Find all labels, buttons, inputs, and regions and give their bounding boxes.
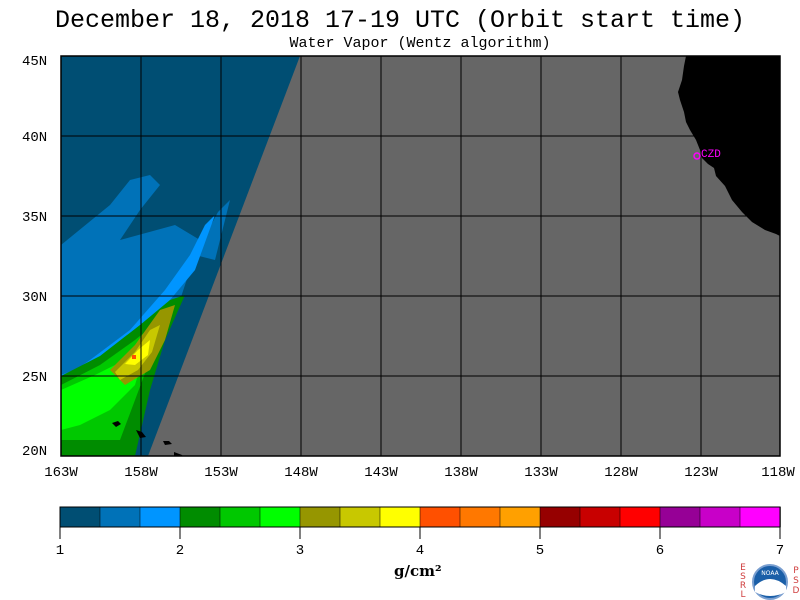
lon-label: 118W bbox=[761, 465, 795, 481]
esrl-letter: R bbox=[739, 581, 747, 591]
colorbar-tick-label: 6 bbox=[656, 543, 664, 559]
psd-letter: P bbox=[793, 566, 799, 576]
esrl-letters: E S R L bbox=[737, 564, 749, 600]
lat-label: 35N bbox=[22, 210, 47, 226]
colorbar bbox=[59, 506, 781, 528]
colorbar-segment bbox=[219, 506, 261, 528]
colorbar-segment bbox=[699, 506, 741, 528]
lat-label: 45N bbox=[22, 54, 47, 70]
lon-label: 153W bbox=[204, 465, 238, 481]
esrl-letter: L bbox=[740, 590, 746, 600]
noaa-logo: NOAA bbox=[752, 564, 788, 600]
colorbar-segment bbox=[179, 506, 221, 528]
vapor-swath-max bbox=[132, 355, 136, 359]
psd-letter: S bbox=[793, 576, 799, 586]
station-label: CZD bbox=[701, 149, 721, 161]
colorbar-segment bbox=[619, 506, 661, 528]
north-america-coast bbox=[678, 56, 780, 236]
colorbar-tick-label: 1 bbox=[56, 543, 64, 559]
colorbar-ticks: 1 2 3 4 5 6 7 bbox=[56, 527, 784, 559]
lon-label: 123W bbox=[684, 465, 718, 481]
colorbar-segment bbox=[259, 506, 301, 528]
lon-label: 148W bbox=[284, 465, 318, 481]
colorbar-segment bbox=[499, 506, 541, 528]
colorbar-segment bbox=[99, 506, 141, 528]
lat-label: 40N bbox=[22, 130, 47, 146]
vapor-swath-yellow bbox=[125, 340, 150, 365]
graticule bbox=[61, 56, 780, 456]
lon-label: 143W bbox=[364, 465, 398, 481]
map-subtitle: Water Vapor (Wentz algorithm) bbox=[289, 35, 551, 52]
map-title: December 18, 2018 17-19 UTC (Orbit start… bbox=[54, 6, 746, 35]
esrl-letter: E bbox=[740, 563, 746, 573]
colorbar-segment bbox=[379, 506, 421, 528]
lon-label: 138W bbox=[444, 465, 478, 481]
colorbar-segment bbox=[539, 506, 581, 528]
latitude-labels: 45N 40N 35N 30N 25N 20N bbox=[22, 54, 47, 460]
psd-letter: D bbox=[792, 586, 800, 596]
esrl-letter: S bbox=[740, 572, 746, 582]
station-marker bbox=[693, 152, 701, 160]
longitude-labels: 163W 158W 153W 148W 143W 138W 133W 128W … bbox=[44, 465, 795, 481]
colorbar-segment bbox=[659, 506, 701, 528]
psd-letters: P S D bbox=[791, 566, 800, 596]
colorbar-segment bbox=[59, 506, 101, 528]
colorbar-tick-label: 5 bbox=[536, 543, 544, 559]
hawaii-islands bbox=[112, 421, 183, 456]
colorbar-segment bbox=[139, 506, 181, 528]
colorbar-segment bbox=[299, 506, 341, 528]
colorbar-unit: g/cm² bbox=[394, 562, 442, 580]
lon-label: 133W bbox=[524, 465, 558, 481]
lat-label: 20N bbox=[22, 444, 47, 460]
colorbar-tick-label: 2 bbox=[176, 543, 184, 559]
colorbar-segment bbox=[419, 506, 461, 528]
lat-label: 30N bbox=[22, 290, 47, 306]
colorbar-segment bbox=[739, 506, 781, 528]
colorbar-tick-label: 7 bbox=[776, 543, 784, 559]
lon-label: 163W bbox=[44, 465, 78, 481]
colorbar-segment bbox=[579, 506, 621, 528]
noaa-logo-text: NOAA bbox=[761, 570, 779, 577]
lon-label: 158W bbox=[124, 465, 158, 481]
colorbar-tick-label: 3 bbox=[296, 543, 304, 559]
colorbar-segment bbox=[459, 506, 501, 528]
colorbar-segment bbox=[339, 506, 381, 528]
map-frame bbox=[60, 55, 781, 457]
lon-label: 128W bbox=[604, 465, 638, 481]
colorbar-tick-label: 4 bbox=[416, 543, 424, 559]
lat-label: 25N bbox=[22, 370, 47, 386]
